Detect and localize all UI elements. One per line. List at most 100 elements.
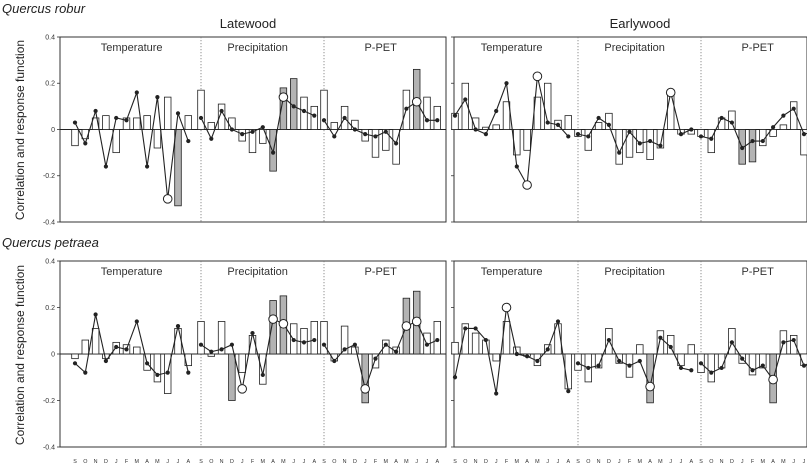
month-label: S	[322, 459, 326, 465]
response-point	[250, 330, 255, 336]
response-point	[801, 132, 807, 137]
month-label: J	[618, 459, 621, 465]
response-point	[668, 344, 673, 350]
month-label: J	[364, 459, 367, 465]
corr-bar	[492, 124, 500, 130]
corr-bar	[207, 353, 215, 357]
corr-bar	[310, 321, 318, 355]
response-point-significant	[278, 318, 289, 329]
month-label: M	[281, 459, 286, 465]
month-label: F	[505, 459, 509, 465]
corr-bar	[133, 117, 141, 130]
response-point	[312, 337, 317, 343]
response-point	[198, 342, 204, 347]
response-point	[689, 368, 694, 373]
response-point	[72, 361, 78, 366]
corr-bar	[594, 122, 603, 130]
month-label: M	[135, 459, 140, 465]
response-point-significant	[645, 381, 655, 392]
month-label: N	[720, 459, 724, 465]
response-point	[229, 342, 234, 347]
month-label: M	[155, 459, 160, 465]
response-point	[545, 347, 550, 352]
corr-bar	[451, 341, 459, 355]
response-point	[801, 363, 807, 368]
corr-bar	[248, 129, 257, 154]
month-label: A	[312, 459, 316, 465]
response-point	[575, 132, 581, 137]
corr-bar	[451, 112, 459, 130]
month-label: M	[261, 459, 266, 465]
month-label: M	[761, 459, 766, 465]
corr-bar	[584, 129, 592, 151]
response-point	[342, 347, 347, 352]
month-label: D	[353, 459, 357, 465]
month-label: J	[669, 459, 672, 465]
response-point	[637, 141, 642, 146]
corr-bar	[636, 129, 644, 154]
month-label: S	[199, 459, 203, 465]
response-point-significant	[665, 87, 676, 98]
response-point	[352, 342, 357, 347]
response-point	[648, 138, 653, 144]
response-point	[114, 115, 119, 121]
response-point	[781, 340, 786, 345]
response-line	[577, 92, 692, 154]
y-axis-label-bottom: Correlation and response function	[13, 265, 27, 445]
month-label: F	[374, 459, 378, 465]
response-point	[504, 81, 509, 86]
month-label: A	[566, 459, 570, 465]
corr-bar	[330, 122, 338, 130]
month-label: D	[730, 459, 734, 465]
corr-bar	[112, 129, 120, 154]
y-tick-label: -0.4	[43, 444, 55, 451]
y-tick-label: -0.2	[43, 173, 55, 180]
response-point	[83, 141, 88, 146]
response-point-significant	[522, 180, 532, 190]
month-label: S	[699, 459, 703, 465]
panel-frames	[57, 36, 807, 448]
corr-bar	[790, 334, 798, 355]
corr-bar	[656, 129, 665, 149]
variable-title: Precipitation	[604, 266, 665, 278]
corr-bar	[174, 328, 182, 355]
variable-title: Temperature	[481, 266, 543, 278]
month-label: M	[658, 459, 663, 465]
corr-bar	[371, 353, 380, 369]
response-point	[291, 337, 296, 343]
response-point	[83, 370, 88, 375]
response-point-significant	[401, 321, 412, 331]
corr-bar	[197, 321, 205, 355]
response-point	[719, 365, 724, 371]
response-point	[719, 115, 724, 121]
month-label: O	[83, 459, 87, 465]
response-point	[729, 340, 735, 345]
month-label: D	[484, 459, 488, 465]
corr-bar	[482, 126, 490, 130]
corr-bar	[769, 129, 777, 137]
response-point	[494, 391, 499, 396]
corr-bar	[433, 105, 441, 130]
month-label: J	[741, 459, 744, 465]
y-tick-label: -0.4	[43, 219, 55, 226]
response-point	[93, 108, 98, 114]
variable-title: Temperature	[481, 42, 543, 54]
response-point	[394, 349, 399, 354]
month-label: S	[453, 459, 457, 465]
response-point	[698, 134, 704, 139]
response-point	[124, 118, 129, 123]
response-point	[209, 349, 214, 354]
month-label: M	[638, 459, 643, 465]
corr-bar	[461, 82, 469, 130]
month-label: M	[384, 459, 389, 465]
corr-bar	[217, 321, 226, 355]
response-point	[555, 319, 561, 324]
response-point-significant	[411, 96, 422, 107]
response-point	[586, 365, 591, 371]
response-point	[435, 118, 440, 123]
response-point	[134, 90, 139, 95]
response-point	[740, 145, 745, 151]
month-label: F	[628, 459, 632, 465]
response-point	[332, 134, 337, 139]
